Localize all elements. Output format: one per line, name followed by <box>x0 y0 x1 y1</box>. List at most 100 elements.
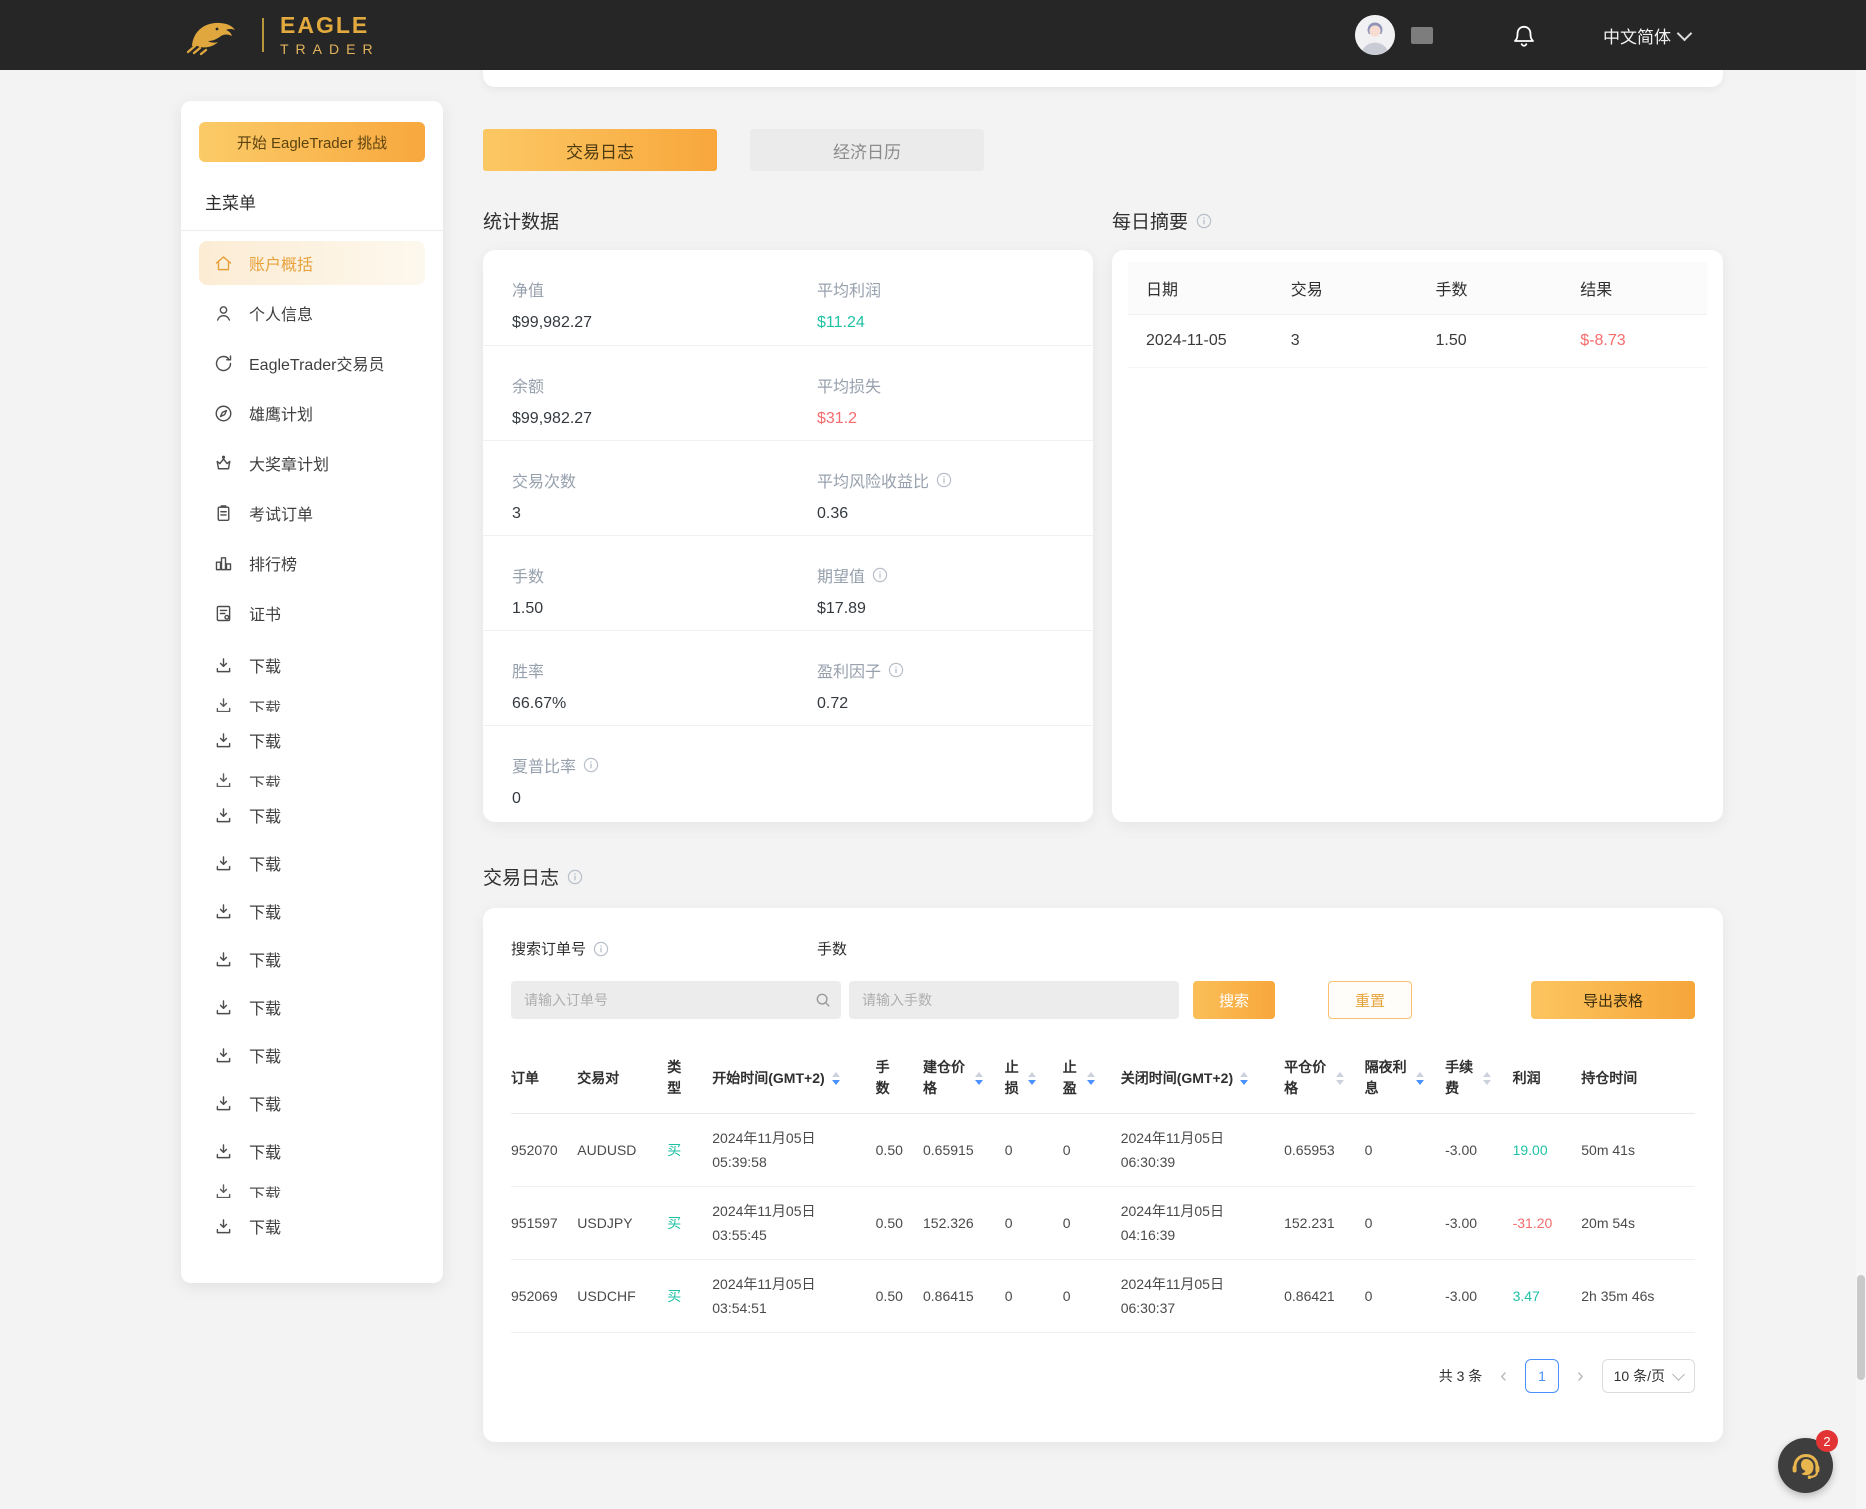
export-table-button[interactable]: 导出表格 <box>1531 981 1695 1019</box>
search-button[interactable]: 搜索 <box>1193 981 1275 1019</box>
avatar[interactable] <box>1355 15 1395 55</box>
cell-1: USDJPY <box>577 1215 633 1231</box>
daily-column-header: 手数 <box>1435 282 1468 299</box>
chart-icon <box>213 553 234 574</box>
cell-8: 2024年11月05日 06:30:39 <box>1120 1130 1224 1170</box>
column-header-建仓价格[interactable]: 建仓价格 <box>923 1057 1005 1099</box>
download-label: 下载 <box>249 953 282 970</box>
stat-value: 1.50 <box>512 600 544 617</box>
sidebar-item-download[interactable]: 下载 <box>199 795 425 835</box>
page-number[interactable]: 1 <box>1524 1359 1559 1393</box>
order-search-input[interactable] <box>511 981 841 1019</box>
daily-cell: 1.50 <box>1435 332 1467 349</box>
stat-label: 净值 <box>512 283 545 300</box>
search-icon <box>815 992 831 1008</box>
sidebar-item-certificate[interactable]: 证书 <box>199 591 425 635</box>
cell-2: 买 <box>667 1142 682 1158</box>
sidebar-item-download[interactable]: 下载 <box>199 1035 425 1075</box>
sidebar-item-download[interactable]: 下载 <box>199 843 425 883</box>
info-icon[interactable] <box>567 869 583 885</box>
brand[interactable]: EAGLE TRADER <box>180 12 380 58</box>
sidebar-item-leaderboard[interactable]: 排行榜 <box>199 541 425 585</box>
info-icon[interactable] <box>1196 213 1212 229</box>
sort-carets-icon[interactable] <box>1240 1071 1249 1085</box>
sort-carets-icon[interactable] <box>1482 1071 1491 1085</box>
cell-5: 0.65915 <box>923 1142 974 1158</box>
tab-economic-calendar[interactable]: 经济日历 <box>750 129 984 171</box>
column-header-止损[interactable]: 止损 <box>1005 1057 1063 1099</box>
sort-carets-icon[interactable] <box>1086 1071 1095 1085</box>
download-label: 下载 <box>249 1220 282 1237</box>
sort-carets-icon[interactable] <box>1416 1071 1425 1085</box>
info-icon[interactable] <box>872 567 888 583</box>
start-challenge-button[interactable]: 开始 EagleTrader 挑战 <box>199 122 425 162</box>
sidebar-item-download[interactable]: 下载 <box>199 645 425 685</box>
sidebar-item-exam-orders[interactable]: 考试订单 <box>199 491 425 535</box>
stats-row: 手数 1.50 期望值 $17.89 <box>483 535 1093 630</box>
scrollbar-thumb[interactable] <box>1857 1275 1865 1380</box>
next-page-icon[interactable]: › <box>1576 1365 1584 1387</box>
reset-button[interactable]: 重置 <box>1328 981 1412 1019</box>
stats-row: 夏普比率 0 <box>483 725 1093 820</box>
sort-carets-icon[interactable] <box>1028 1071 1037 1085</box>
daily-summary-title: 每日摘要 <box>1112 207 1212 234</box>
sidebar-item-download[interactable]: 下载 <box>199 891 425 931</box>
sort-carets-icon[interactable] <box>1335 1071 1344 1085</box>
tab-trade-log[interactable]: 交易日志 <box>483 129 717 171</box>
stat-value: $99,982.27 <box>512 410 593 427</box>
column-header-开始时间(GMT+2)[interactable]: 开始时间(GMT+2) <box>712 1068 875 1088</box>
cell-8: 2024年11月05日 06:30:37 <box>1120 1276 1224 1316</box>
sidebar-item-download[interactable]: 下载 <box>199 768 425 787</box>
stat-value: $31.2 <box>817 410 858 427</box>
sidebar-item-download[interactable]: 下载 <box>199 1179 425 1198</box>
main-tabs: 交易日志 经济日历 <box>483 129 984 171</box>
prev-page-icon[interactable]: ‹ <box>1500 1365 1507 1387</box>
stat-value: 66.67% <box>512 695 567 712</box>
sidebar-item-eagletrader-trader[interactable]: EagleTrader交易员 <box>199 341 425 385</box>
sort-carets-icon[interactable] <box>974 1071 983 1085</box>
refresh-icon <box>213 353 234 374</box>
sidebar-item-download[interactable]: 下载 <box>199 720 425 760</box>
cell-13: 20m 54s <box>1581 1215 1635 1231</box>
cell-6: 0 <box>1004 1215 1013 1231</box>
column-header-平仓价格[interactable]: 平仓价格 <box>1284 1057 1365 1099</box>
sidebar-item-download[interactable]: 下载 <box>199 939 425 979</box>
cell-1: USDCHF <box>577 1288 636 1304</box>
download-icon <box>213 1045 234 1066</box>
lots-input[interactable] <box>849 981 1179 1019</box>
sidebar-item-eagle-plan[interactable]: 雄鹰计划 <box>199 391 425 435</box>
sidebar-item-download[interactable]: 下载 <box>199 693 425 712</box>
download-label: 下载 <box>249 905 282 922</box>
cell-7: 0 <box>1062 1215 1071 1231</box>
bell-icon[interactable] <box>1511 21 1537 49</box>
sidebar-item-download[interactable]: 下载 <box>199 1206 425 1246</box>
support-chat-button[interactable]: 2 <box>1778 1430 1838 1493</box>
column-header-止盈[interactable]: 止盈 <box>1063 1057 1121 1099</box>
column-header-关闭时间(GMT+2)[interactable]: 关闭时间(GMT+2) <box>1121 1068 1284 1088</box>
info-icon[interactable] <box>888 662 904 678</box>
info-icon[interactable] <box>936 472 952 488</box>
sidebar-item-medal-plan[interactable]: 大奖章计划 <box>199 441 425 485</box>
column-header-手数: 手数 <box>876 1057 923 1099</box>
sidebar-item-account-overview[interactable]: 账户概括 <box>199 241 425 285</box>
sort-carets-icon[interactable] <box>831 1071 840 1085</box>
info-icon[interactable] <box>583 757 599 773</box>
sidebar-item-download[interactable]: 下载 <box>199 1131 425 1171</box>
info-icon[interactable] <box>593 941 609 957</box>
daily-column-header: 日期 <box>1146 282 1179 299</box>
column-header-手续费[interactable]: 手续费 <box>1445 1057 1512 1099</box>
sidebar-item-personal-info[interactable]: 个人信息 <box>199 291 425 335</box>
page-size-select[interactable]: 10 条/页 <box>1601 1359 1695 1393</box>
sidebar-item-download[interactable]: 下载 <box>199 1083 425 1123</box>
sidebar-item-download[interactable]: 下载 <box>199 987 425 1027</box>
column-label: 类型 <box>667 1059 682 1096</box>
column-header-隔夜利息[interactable]: 隔夜利息 <box>1365 1057 1446 1099</box>
sidebar-downloads: 下载 下载 下载 下载 下载 下载 下载 下载 下载 下载 下载 下载 下载 下载 <box>199 645 425 1246</box>
sidebar-item-label: EagleTrader交易员 <box>249 357 385 374</box>
daily-column-header: 交易 <box>1290 282 1323 299</box>
cell-0: 952070 <box>511 1142 558 1158</box>
language-selector[interactable]: 中文简体 <box>1603 23 1693 48</box>
stats-title: 统计数据 <box>483 212 560 233</box>
stat-label: 平均利润 <box>817 283 882 300</box>
cell-12: 19.00 <box>1512 1142 1548 1158</box>
